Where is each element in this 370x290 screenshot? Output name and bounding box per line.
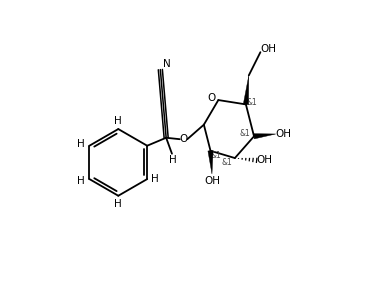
Polygon shape xyxy=(254,134,276,139)
Text: &1: &1 xyxy=(247,97,258,107)
Text: O: O xyxy=(179,134,188,144)
Text: N: N xyxy=(163,59,171,69)
Text: H: H xyxy=(114,199,122,209)
Text: &1: &1 xyxy=(211,151,221,160)
Text: &1: &1 xyxy=(221,158,232,167)
Text: H: H xyxy=(151,174,159,184)
Text: OH: OH xyxy=(257,155,273,165)
Text: H: H xyxy=(77,139,85,149)
Text: &1: &1 xyxy=(239,129,250,138)
Polygon shape xyxy=(243,75,249,105)
Text: H: H xyxy=(114,116,122,126)
Text: OH: OH xyxy=(205,176,221,186)
Polygon shape xyxy=(208,151,213,174)
Text: H: H xyxy=(77,176,85,186)
Text: O: O xyxy=(208,93,216,103)
Text: OH: OH xyxy=(275,129,291,139)
Text: H: H xyxy=(169,155,177,165)
Text: OH: OH xyxy=(260,44,276,54)
